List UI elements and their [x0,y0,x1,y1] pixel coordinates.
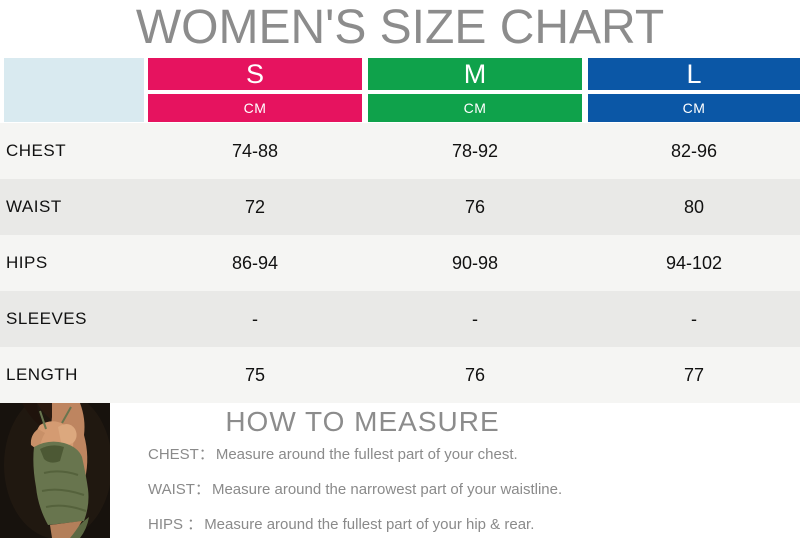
model-photo-image [0,403,110,538]
measure-item-hips: HIPS ： Measure around the fullest part of… [148,516,534,533]
dress-strap [61,406,72,424]
legs-shape [50,521,82,538]
cell-value-m: 76 [464,196,486,217]
row-label: CHEST [6,141,67,160]
table-row-sleeves: SLEEVES - - - [0,291,800,347]
unit-header-l: CM [588,94,800,122]
dress-shape [33,441,89,525]
row-label: LENGTH [6,365,78,384]
table-row-length: LENGTH 75 76 77 [0,347,800,403]
cell-value-s: 75 [244,364,266,385]
hand-shape [58,423,77,447]
how-to-measure-heading: HOW TO MEASURE [225,406,500,437]
cell-value-s: 74-88 [231,140,279,161]
cell-value-l: - [691,308,697,329]
size-header-m: M [368,58,582,90]
cell-value-l: 82-96 [670,140,718,161]
measure-item-waist: WAIST： Measure around the narrowest part … [148,481,562,498]
measure-text: Measure around the narrowest part of you… [211,481,563,498]
measure-label: WAIST： [148,481,210,498]
row-label: HIPS [6,253,48,272]
cell-value-s: 86-94 [231,252,279,273]
size-header-s: S [148,58,362,90]
cell-value-m: 90-98 [451,252,499,273]
measure-label: HIPS ： [148,516,203,533]
cell-value-m: - [472,308,478,329]
cell-value-m: 78-92 [451,140,499,161]
unit-header-m: CM [368,94,582,122]
measure-text: Measure around the fullest part of your … [215,446,518,463]
page-title: WOMEN'S SIZE CHART [135,1,665,54]
cell-value-l: 77 [683,364,705,385]
row-label: SLEEVES [6,309,87,328]
row-label: WAIST [6,197,62,216]
cell-value-s: 72 [244,196,266,217]
corner-cell [4,58,144,122]
table-row-hips: HIPS 86-94 90-98 94-102 [0,235,800,291]
cell-value-l: 80 [683,196,705,217]
cell-value-m: 76 [464,364,486,385]
table-row-chest: CHEST 74-88 78-92 82-96 [0,123,800,179]
measure-label: CHEST： [148,446,214,463]
size-header-l: L [588,58,800,90]
cell-value-s: - [252,308,258,329]
measure-text: Measure around the fullest part of your … [204,516,535,533]
measure-item-chest: CHEST： Measure around the fullest part of… [148,446,518,463]
table-row-waist: WAIST 72 76 80 [0,179,800,235]
hair-shape [22,403,44,429]
unit-header-s: CM [148,94,362,122]
cell-value-l: 94-102 [665,252,723,273]
size-table-header: S M L CM CM CM [0,58,800,122]
